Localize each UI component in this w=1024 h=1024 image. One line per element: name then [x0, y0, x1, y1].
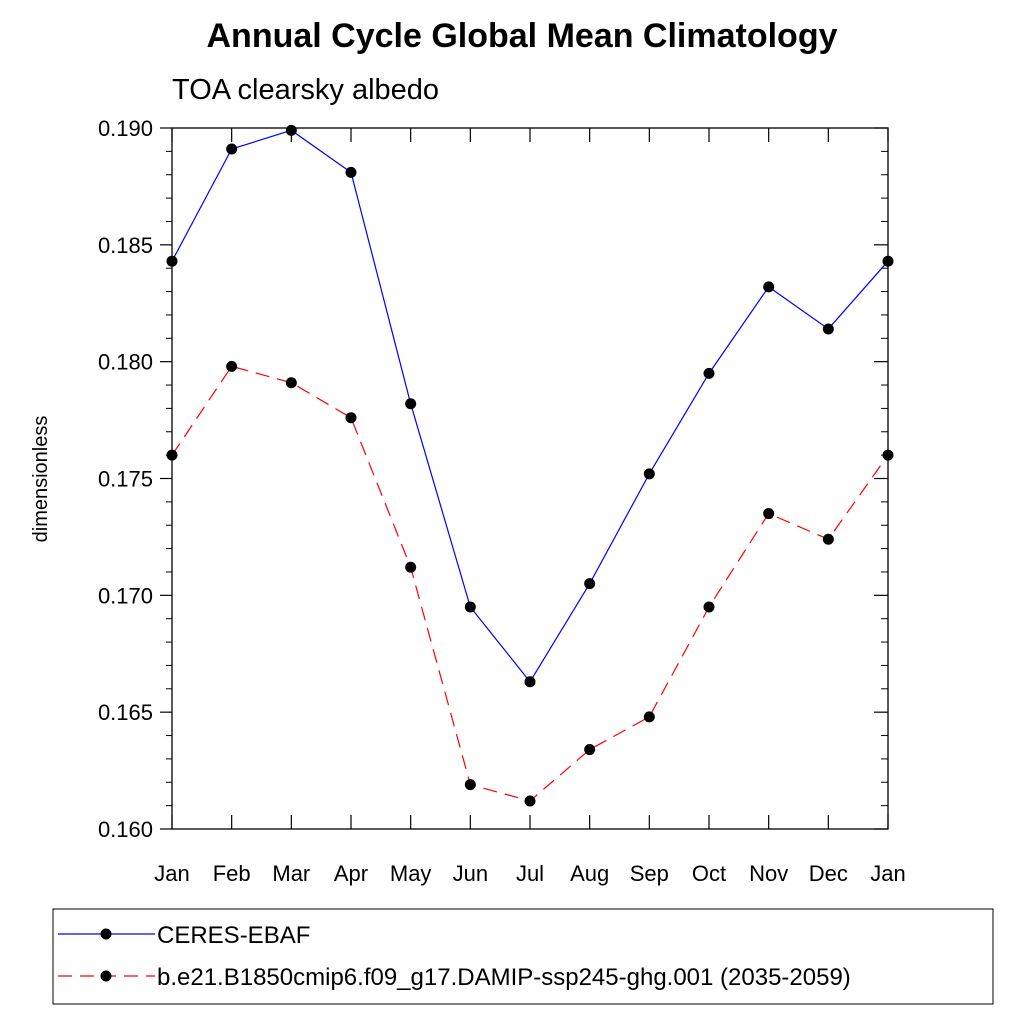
chart-title: Annual Cycle Global Mean Climatology [207, 17, 838, 55]
x-tick-label: Jan [154, 861, 189, 886]
tick-labels: Jan Feb Mar Apr May Jun Jul Aug Sep Oct Nov Dec Jan0… [98, 116, 906, 886]
y-tick-label: 0.160 [98, 817, 153, 842]
x-tick-label: Mar [272, 861, 310, 886]
series-layer [166, 124, 894, 807]
data-point [882, 255, 894, 267]
data-point [464, 601, 476, 613]
series-line-2 [171, 365, 889, 802]
data-point [703, 367, 715, 379]
y-tick-label: 0.185 [98, 233, 153, 258]
data-point [524, 676, 536, 688]
data-point [405, 398, 417, 410]
data-point [763, 508, 775, 520]
x-tick-label: May [390, 861, 432, 886]
data-point [763, 281, 775, 293]
axis-ticks [160, 127, 889, 830]
data-point [166, 449, 178, 461]
data-point [226, 360, 238, 372]
y-tick-label: 0.165 [98, 700, 153, 725]
data-point [703, 601, 715, 613]
legend: CERES-EBAF b.e21.B1850cmip6.f09_g17.DAMIP… [52, 908, 994, 1005]
legend-items: CERES-EBAF b.e21.B1850cmip6.f09_g17.DAMIP… [58, 922, 851, 991]
data-point [882, 449, 894, 461]
y-tick-label: 0.190 [98, 116, 153, 141]
data-point [584, 744, 596, 756]
data-point [166, 255, 178, 267]
x-tick-label: Apr [334, 861, 368, 886]
data-point [285, 124, 297, 136]
data-point [226, 143, 238, 155]
data-point [643, 711, 655, 723]
chart-subtitle: TOA clearsky albedo [172, 74, 439, 106]
data-point [643, 468, 655, 480]
legend-marker-1 [100, 928, 112, 940]
legend-marker-2 [100, 970, 112, 982]
y-tick-label: 0.180 [98, 350, 153, 375]
data-point [822, 533, 834, 545]
y-tick-label: 0.170 [98, 583, 153, 608]
x-tick-label: Sep [630, 861, 669, 886]
y-tick-label: 0.175 [98, 467, 153, 492]
plot-frame [171, 127, 889, 830]
x-tick-label: Jan [870, 861, 905, 886]
x-tick-label: Feb [213, 861, 251, 886]
legend-label-2: b.e21.B1850cmip6.f09_g17.DAMIP-ssp245-gh… [157, 964, 851, 991]
x-tick-label: Nov [749, 861, 788, 886]
y-axis-label: dimensionless [30, 416, 52, 543]
data-point [524, 795, 536, 807]
legend-label-1: CERES-EBAF [157, 922, 310, 949]
legend-box [52, 908, 994, 1005]
x-tick-label: Dec [809, 861, 848, 886]
series-line-1 [171, 129, 889, 683]
data-point [405, 561, 417, 573]
data-point [285, 377, 297, 389]
x-tick-label: Jun [453, 861, 488, 886]
data-point [464, 779, 476, 791]
data-point [822, 323, 834, 335]
data-point [345, 166, 357, 178]
data-point [584, 578, 596, 590]
data-point [345, 412, 357, 424]
x-tick-label: Jul [516, 861, 544, 886]
x-tick-label: Aug [570, 861, 609, 886]
x-tick-label: Oct [692, 861, 726, 886]
